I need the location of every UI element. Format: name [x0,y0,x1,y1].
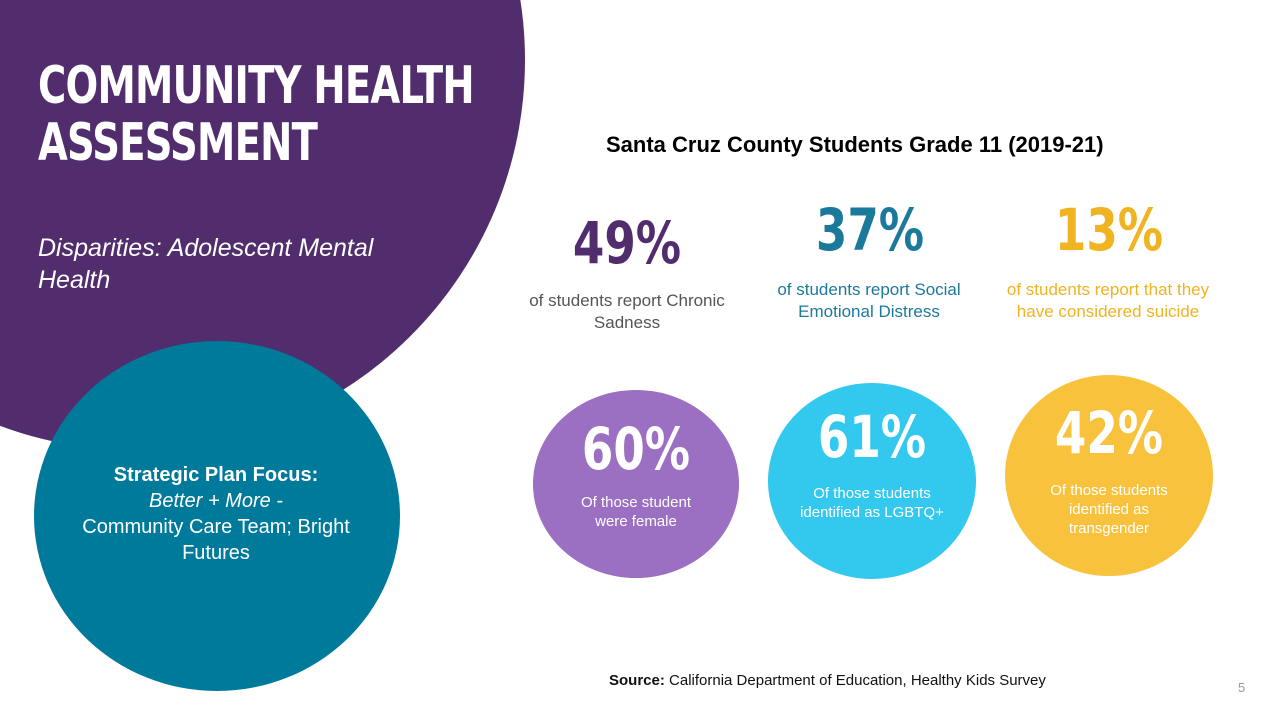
section-heading: Santa Cruz County Students Grade 11 (201… [606,132,1104,157]
bubble-female-desc: Of those student were female [580,494,692,530]
stat-value-suicide: 13% [1054,196,1164,264]
bubble-female: 60% Of those student were female [533,390,739,578]
bubble-transgender-value: 42% [1054,399,1164,467]
page-number: 5 [1238,680,1246,695]
stat-desc-emotional-distress: of students report Social Emotional Dist… [777,280,961,321]
stat-value-chronic-sadness: 49% [572,209,682,277]
teal-circle-decoration [34,341,400,691]
focus-title: Strategic Plan Focus: [113,464,319,486]
stat-value-emotional-distress: 37% [815,196,925,264]
bubble-lgbtq-desc: Of those students identified as LGBTQ+ [800,485,944,521]
focus-text: Community Care Team; Bright Futures [82,516,350,564]
bubble-lgbtq-value: 61% [817,403,927,471]
bubble-transgender: 42% Of those students identified as tran… [1005,375,1213,576]
bubble-transgender-desc: Of those students identified as transgen… [1050,482,1168,537]
slide-title: COMMUNITY HEALTH ASSESSMENT [38,56,475,173]
source-note: Source: California Department of Educati… [609,672,1046,689]
stat-desc-chronic-sadness: of students report Chronic Sadness [529,291,725,332]
slide-title-line1: COMMUNITY HEALTH [38,56,475,116]
strategic-plan-focus: Strategic Plan Focus: Better + More - Co… [80,462,352,566]
slide-title-line2: ASSESSMENT [38,113,318,173]
bubble-lgbtq: 61% Of those students identified as LGBT… [768,383,976,579]
focus-italic: Better + More - [149,490,283,512]
slide-subtitle: Disparities: Adolescent Mental Health [38,234,374,294]
source-label: Source: [609,672,665,689]
source-text: California Department of Education, Heal… [669,672,1046,689]
bubble-female-value: 60% [581,415,691,483]
stat-desc-suicide: of students report that they have consid… [1006,280,1210,321]
